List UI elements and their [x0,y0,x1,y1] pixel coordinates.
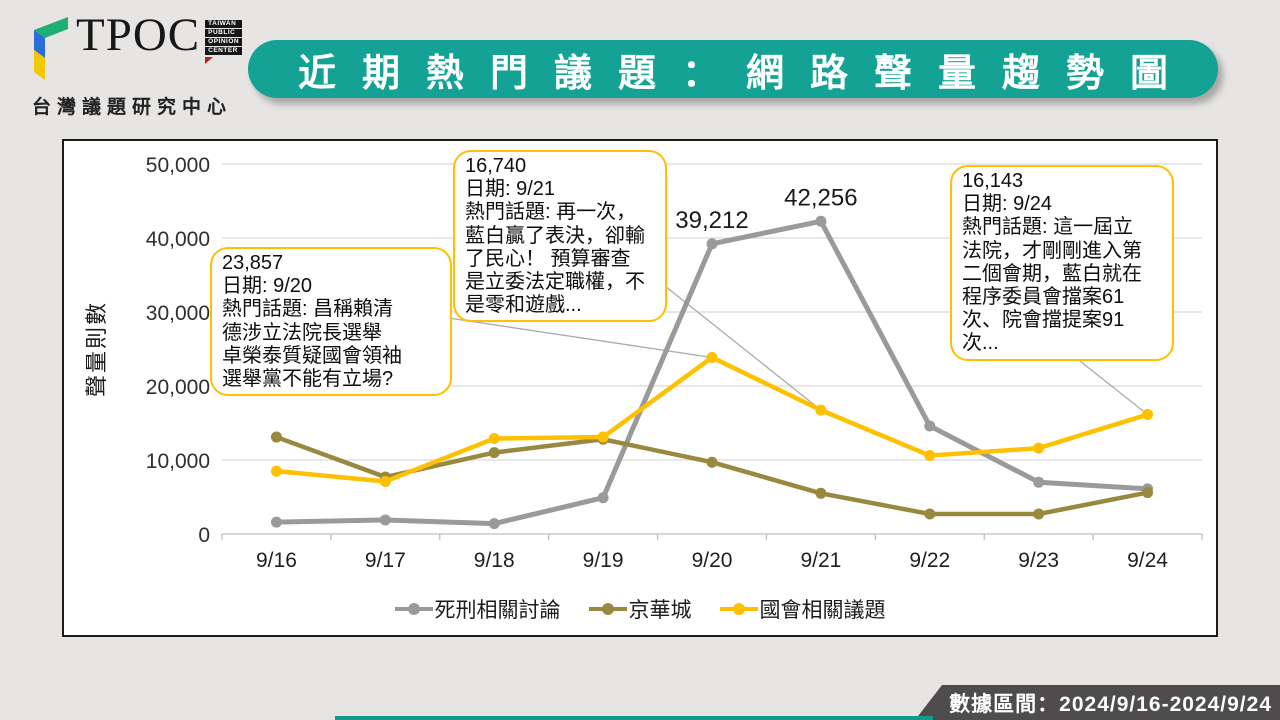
callout-9-20: 23,857 日期: 9/20 熱門話題: 昌稱賴清 德涉立法院長選舉 卓榮泰質… [210,247,452,397]
tpoc-badge: TAIWAN PUBLIC OPINION CENTER [205,20,243,64]
x-tick-label: 9/19 [583,549,624,572]
chart-card: 0 10,000 20,000 30,000 40,000 50,000 9/16 9/17 9… [62,139,1218,637]
legend-marker-icon [719,603,758,615]
data-point-marker [488,518,500,530]
callout-value: 16,740 [465,155,527,177]
legend-item: 京華城 [588,594,692,624]
footer-label: 數據區間：2024/9/16-2024/9/24 [949,692,1272,716]
data-point-marker [1142,409,1154,421]
legend-marker-icon [394,603,433,615]
callout-9-24: 16,143 日期: 9/24 熱門話題: 這一屆立 法院，才剛剛進入第 二個會… [950,165,1174,361]
badge-line: OPINION [205,38,243,46]
data-point-marker [924,450,936,462]
x-tick-label: 9/22 [909,549,950,572]
y-tick-label: 50,000 [146,154,210,177]
data-point-marker [270,465,282,477]
brand-subtitle: 台灣議題研究中心 [32,97,233,118]
legend-marker-icon [588,603,627,615]
data-point-marker [706,456,718,468]
x-tick-label: 9/17 [365,549,406,572]
data-point-marker [1033,442,1045,454]
data-point-marker [706,351,718,363]
data-point-marker [488,433,500,445]
y-axis-title: 聲量則數 [84,301,109,397]
callout-value: 16,143 [962,170,1024,192]
callout-date: 日期: 9/24 [962,193,1053,216]
data-point-marker [924,420,936,432]
page-title: 近期熱門議題：網路聲量趨勢圖 [297,52,1194,95]
tpoc-logo-mark-icon [34,17,68,80]
point-label: 39,212 [675,207,748,234]
legend-item: 死刑相關討論 [394,594,561,624]
point-label: 42,256 [784,184,857,211]
footer-banner: 數據區間：2024/9/16-2024/9/24 [915,685,1280,720]
y-tick-label: 30,000 [146,302,210,325]
y-tick-label: 0 [198,524,210,547]
callout-topic: 熱門話題: 這一屆立 法院，才剛剛進入第 二個會期，藍白就在 程序委員會擋案61… [962,216,1142,355]
x-tick-label: 9/24 [1127,549,1168,572]
chart-legend: 死刑相關討論 京華城 國會相關議題 [64,593,1216,625]
x-tick-label: 9/21 [800,549,841,572]
data-point-marker [597,492,609,504]
callout-value: 23,857 [222,252,284,274]
badge-triangle-icon [205,57,214,64]
x-tick-label: 9/20 [692,549,733,572]
y-tick-label: 20,000 [146,376,210,399]
callout-9-21: 16,740 日期: 9/21 熱門話題: 再一次， 藍白贏了表決，卻輸 了民心… [453,150,667,323]
data-point-marker [1033,508,1045,520]
data-point-marker [1033,476,1045,488]
brand-text: TPOC [76,9,201,61]
callout-leader-line [1079,360,1148,416]
badge-line: CENTER [205,47,243,55]
x-tick-label: 9/23 [1018,549,1059,572]
data-point-marker [270,516,282,528]
legend-label: 死刑相關討論 [434,599,561,622]
header-logo: TPOC TAIWAN PUBLIC OPINION CENTER 台灣議題研究… [30,12,250,119]
legend-item: 國會相關議題 [719,594,886,624]
callout-topic: 熱門話題: 昌稱賴清 德涉立法院長選舉 卓榮泰質疑國會領袖 選舉黨不能有立場? [222,298,402,390]
data-point-marker [924,508,936,520]
legend-label: 京華城 [628,599,692,622]
data-point-marker [379,514,391,526]
y-tick-label: 40,000 [146,228,210,251]
data-point-marker [379,475,391,487]
data-point-marker [488,447,500,459]
y-tick-label: 10,000 [146,450,210,473]
data-point-marker [1142,487,1154,499]
x-tick-label: 9/18 [474,549,515,572]
callout-topic: 熱門話題: 再一次， 藍白贏了表決，卻輸 了民心！ 預算審查 是立委法定職權，不… [465,201,645,317]
data-point-marker [815,215,827,227]
badge-line: PUBLIC [205,29,243,37]
data-point-marker [597,431,609,443]
page-title-banner: 近期熱門議題：網路聲量趨勢圖 [248,40,1218,98]
data-point-marker [815,404,827,416]
legend-label: 國會相關議題 [759,599,886,622]
data-point-marker [815,487,827,499]
badge-line: TAIWAN [205,20,243,28]
data-point-marker [270,431,282,443]
callout-date: 日期: 9/21 [465,178,556,201]
callout-date: 日期: 9/20 [222,275,313,298]
data-point-marker [706,238,718,250]
x-tick-label: 9/16 [256,549,297,572]
bottom-accent-bar [335,716,933,720]
callout-leader-line [666,287,822,411]
